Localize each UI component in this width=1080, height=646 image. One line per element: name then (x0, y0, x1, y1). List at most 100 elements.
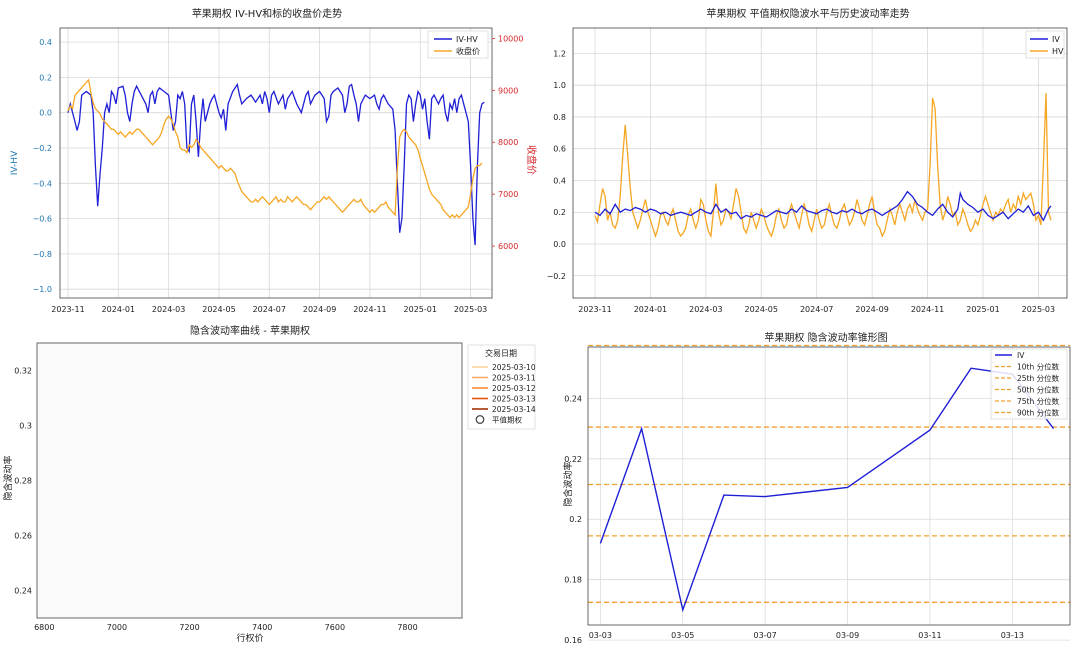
y-tick-label: 0.2 (569, 515, 582, 524)
x-tick-label: 2024-09 (855, 305, 888, 314)
chart1-title: 苹果期权 IV-HV和标的收盘价走势 (192, 7, 342, 20)
iv-smile-chart: 隐含波动率曲线 - 苹果期权 行权价 隐含波动率 0.24 0.26 0.28 0.3… (2, 324, 536, 644)
legend-box (990, 348, 1068, 420)
x-tick-label: 2025-01 (966, 305, 999, 314)
y2-tick-label: 6000 (498, 242, 518, 251)
chart4-title: 苹果期权 隐含波动率锥形图 (764, 331, 887, 344)
chart3-title: 隐含波动率曲线 - 苹果期权 (190, 324, 310, 337)
chart2-title: 苹果期权 平值期权隐波水平与历史波动率走势 (706, 7, 909, 20)
legend-box (427, 30, 489, 59)
y2-tick-label: 8000 (498, 138, 518, 147)
legend-box (1025, 30, 1065, 59)
y-tick-label: 0.18 (564, 576, 582, 585)
legend-label-pct: 75th 分位数 (1017, 396, 1060, 406)
y-tick-label: 0.3 (19, 422, 32, 431)
x-tick-label: 2024-05 (745, 305, 778, 314)
y-tick-label: 0.22 (564, 455, 582, 464)
legend-title: 交易日期 (485, 348, 517, 358)
x-tick-label: 2024-11 (911, 305, 944, 314)
legend-label-pct: 10th 分位数 (1017, 362, 1060, 372)
iv-hv-chart: 苹果期权 平值期权隐波水平与历史波动率走势 1.2 1.0 0.8 0.6 0.4 0.2… (547, 7, 1068, 314)
iv-line (594, 190, 1052, 222)
x-tick-label: 2024-03 (689, 305, 722, 314)
x-tick-label: 7400 (252, 623, 272, 632)
plot-frame (572, 27, 1068, 299)
x-tick-label: 2025-01 (404, 305, 437, 314)
x-tick-label: 6800 (34, 623, 54, 632)
iv-cone-chart: 苹果期权 隐含波动率锥形图 隐含波动率 0.16 0.18 0.2 0.22 0.24 0… (562, 331, 1071, 645)
legend-label: 2025-03-11 (492, 374, 536, 383)
legend-label: 2025-03-10 (492, 363, 536, 372)
y-tick-label: 0.6 (553, 145, 566, 154)
x-tick-label: 03-05 (671, 631, 694, 640)
y-tick-label: 0.28 (14, 477, 32, 486)
legend-label-atm: 平值期权 (492, 415, 522, 425)
chart2-legend: IV HV (1025, 30, 1065, 59)
y-tick-label: −0.4 (33, 179, 52, 188)
legend-label-pct: 90th 分位数 (1017, 408, 1060, 418)
x-tick-label: 2024-11 (353, 305, 386, 314)
legend-swatch-atm (475, 415, 485, 424)
x-tick-label: 2023-11 (51, 305, 84, 314)
y-tick-label: 0.8 (553, 113, 566, 122)
y2-tick-label: 9000 (498, 86, 518, 95)
x-tick-label: 7600 (325, 623, 345, 632)
y-tick-label: 0.4 (39, 38, 52, 47)
y-tick-label: 1.0 (553, 81, 566, 90)
y-tick-label: 0.32 (14, 367, 32, 376)
y2-tick-label: 7000 (498, 190, 518, 199)
legend-label-pct: 25th 分位数 (1017, 373, 1060, 383)
x-tick-label: 7200 (179, 623, 199, 632)
y-tick-label: 0.16 (564, 636, 582, 645)
chart1-ylabel: IV-HV (10, 150, 20, 175)
x-tick-label: 2024-05 (202, 305, 235, 314)
y-tick-label: −0.2 (33, 144, 52, 153)
x-tick-label: 2025-03 (1022, 305, 1055, 314)
ivhv-close-chart: 苹果期权 IV-HV和标的收盘价走势 IV-HV 收盘价 0.4 0.2 0.0 −0… (10, 7, 538, 314)
x-tick-label: 03-13 (1001, 631, 1024, 640)
chart1-legend: IV-HV 收盘价 (427, 30, 489, 59)
y-tick-label: −0.6 (33, 215, 52, 224)
plot-frame (36, 342, 463, 619)
legend-label-hv: HV (1052, 47, 1064, 56)
legend-label-pct: 50th 分位数 (1017, 385, 1060, 395)
chart3-xlabel: 行权价 (236, 632, 263, 644)
chart4-ylabel: 隐含波动率 (562, 461, 574, 506)
y-tick-label: 0.2 (39, 73, 52, 82)
x-tick-label: 7000 (107, 623, 127, 632)
x-tick-label: 03-03 (589, 631, 612, 640)
x-tick-label: 2024-09 (303, 305, 336, 314)
close-price-line (67, 78, 483, 219)
y-tick-label: 0.26 (14, 532, 32, 541)
hv-line (594, 93, 1052, 239)
legend-label-iv: IV (1052, 35, 1060, 44)
legend-label-close: 收盘价 (456, 46, 480, 56)
y-tick-label: −0.2 (547, 272, 566, 281)
ivhv-line (67, 82, 485, 246)
y-tick-label: 0.4 (553, 176, 566, 185)
y-tick-label: 0.0 (39, 109, 52, 118)
chart1-y2label: 收盘价 (525, 145, 538, 175)
plot-frame (59, 27, 493, 299)
x-tick-label: 03-07 (754, 631, 777, 640)
iv-line (599, 367, 1055, 613)
x-tick-label: 7800 (397, 623, 417, 632)
x-tick-label: 2024-07 (253, 305, 286, 314)
x-tick-label: 2024-07 (800, 305, 833, 314)
legend-label: 2025-03-12 (492, 384, 536, 393)
chart3-ylabel: 隐含波动率 (2, 455, 14, 500)
y-tick-label: −0.8 (33, 250, 52, 259)
y-tick-label: −1.0 (33, 285, 52, 294)
x-tick-label: 2024-03 (152, 305, 185, 314)
legend-label-iv: IV (1017, 351, 1025, 360)
x-tick-label: 2023-11 (578, 305, 611, 314)
legend-label-ivhv: IV-HV (456, 35, 478, 44)
y-tick-label: 0.24 (564, 394, 582, 403)
y-tick-label: 0.24 (14, 587, 32, 596)
y-tick-label: 0.2 (553, 208, 566, 217)
plot-frame (587, 346, 1071, 626)
legend-label: 2025-03-13 (492, 395, 536, 404)
